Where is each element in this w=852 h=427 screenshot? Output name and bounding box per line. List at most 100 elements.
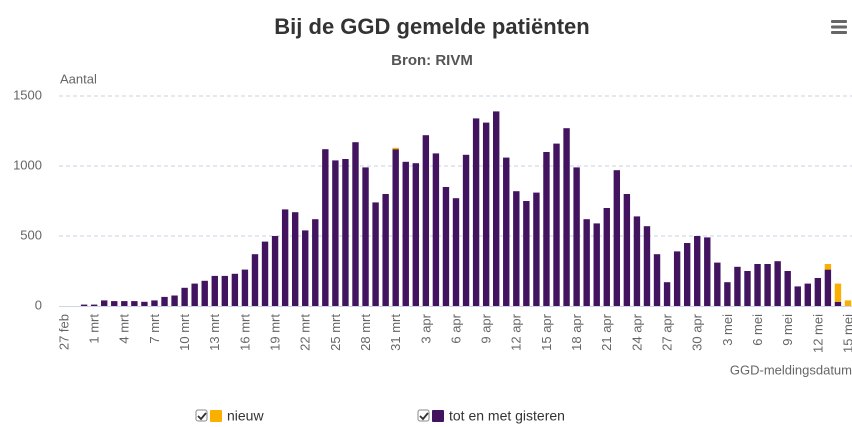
x-tick-label: 12 mei: [810, 314, 825, 353]
bar: [231, 273, 239, 306]
bar: [543, 152, 550, 306]
bar: [623, 194, 631, 306]
bar: [312, 219, 319, 306]
bar: [342, 159, 349, 306]
bar: [392, 149, 399, 306]
menu-bar: [831, 20, 847, 23]
bar: [774, 261, 781, 306]
x-tick-label: 19 mrt: [268, 314, 283, 351]
bar: [472, 118, 480, 307]
bar: [784, 271, 791, 306]
bar: [151, 300, 158, 306]
bar: [452, 198, 460, 306]
bar: [683, 243, 691, 306]
bar: [503, 157, 510, 306]
bar: [141, 301, 148, 306]
bar: [673, 251, 681, 306]
bar: [181, 287, 188, 306]
bar: [261, 241, 269, 306]
bar: [322, 149, 329, 306]
bar: [161, 296, 168, 306]
x-tick-label: 28 mrt: [358, 314, 373, 351]
bar: [513, 191, 520, 306]
legend-swatch: [432, 410, 444, 422]
legend-check: [197, 412, 207, 421]
x-tick-label: 7 mrt: [147, 314, 162, 344]
bar: [362, 167, 369, 306]
menu-button[interactable]: [828, 18, 848, 36]
bar: [271, 236, 279, 306]
x-tick-label: 12 apr: [509, 313, 524, 351]
bar: [643, 226, 651, 306]
y-tick-label: 1500: [13, 87, 42, 102]
bar: [171, 295, 178, 306]
bar: [573, 167, 580, 306]
bar: [754, 264, 761, 306]
bar: [844, 300, 852, 306]
bar: [653, 254, 661, 306]
bar: [704, 237, 711, 306]
bar: [482, 122, 490, 306]
x-tick-label: 6 apr: [448, 313, 463, 343]
bar: [824, 269, 832, 306]
bar: [493, 111, 500, 307]
x-tick-label: 31 mrt: [388, 314, 403, 351]
bar: [462, 154, 470, 306]
bar: [834, 301, 842, 306]
bar: [131, 301, 138, 306]
legend-item[interactable]: nieuw: [195, 408, 264, 424]
x-tick-label: 15 apr: [539, 313, 554, 351]
bar: [211, 275, 218, 306]
y-tick-label: 500: [20, 227, 42, 242]
bar: [80, 304, 88, 306]
bar: [201, 280, 208, 306]
x-tick-label: 4 mrt: [117, 314, 132, 344]
bar: [834, 283, 842, 302]
bar: [744, 271, 751, 306]
bar: [352, 142, 359, 306]
x-tick-label: 18 apr: [569, 313, 584, 351]
x-tick-label: 15 mei: [840, 314, 852, 353]
bar: [302, 230, 309, 306]
bar: [734, 266, 741, 306]
bar: [613, 170, 621, 306]
bar: [402, 161, 409, 306]
legend-label: nieuw: [227, 408, 264, 424]
bar: [291, 212, 299, 306]
x-tick-label: 10 mrt: [177, 314, 192, 351]
bar: [603, 208, 610, 306]
bar: [281, 209, 289, 306]
bar: [764, 264, 771, 306]
x-tick-label: 27 feb: [56, 314, 71, 350]
chart-title: Bij de GGD gemelde patiënten: [274, 14, 589, 39]
legend-checkbox[interactable]: [417, 409, 430, 422]
legend-label: tot en met gisteren: [449, 408, 565, 424]
bar: [332, 160, 339, 306]
bar: [382, 194, 389, 306]
x-tick-label: 22 mrt: [298, 314, 313, 351]
bar: [241, 269, 249, 306]
bar: [814, 278, 822, 306]
x-tick-label: 9 mei: [780, 314, 795, 346]
legend-swatch: [210, 410, 222, 422]
menu-bar: [831, 25, 847, 29]
x-tick-label: 3 mei: [720, 314, 735, 346]
x-tick-label: 16 mrt: [237, 314, 252, 351]
x-tick-label: 6 mei: [750, 314, 765, 346]
x-tick-label: 30 apr: [690, 313, 705, 351]
bar: [392, 147, 399, 150]
bar: [442, 187, 450, 306]
legend-checkbox[interactable]: [195, 409, 208, 422]
bar: [101, 300, 108, 306]
chart-subtitle: Bron: RIVM: [391, 52, 473, 69]
y-axis-title: Aantal: [60, 71, 97, 86]
y-tick-label: 1000: [13, 157, 42, 172]
bar: [533, 192, 540, 306]
bar: [593, 223, 600, 306]
x-tick-label: 13 mrt: [207, 314, 222, 351]
bar: [583, 219, 590, 306]
bar: [804, 283, 811, 306]
y-tick-label: 0: [35, 297, 42, 312]
legend-item[interactable]: tot en met gisteren: [417, 408, 565, 424]
